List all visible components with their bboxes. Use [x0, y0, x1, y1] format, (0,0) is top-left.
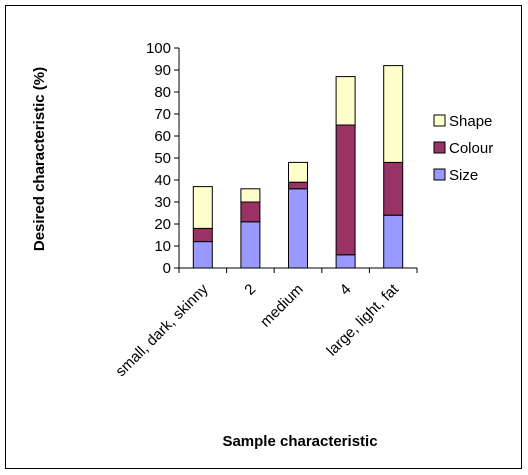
- y-tick-label: 20: [154, 216, 171, 233]
- bar-size: [240, 221, 261, 269]
- stacked-bar-chart: 0 10 20 30 40 50 60 70 80 90 100 small, dark, skin…: [31, 40, 493, 450]
- bar-shape: [240, 188, 261, 203]
- y-tick-label: 60: [154, 128, 171, 145]
- bar-colour: [383, 161, 404, 216]
- y-tick-label: 10: [154, 238, 171, 255]
- bar-colour: [335, 124, 356, 256]
- bars: [192, 65, 404, 269]
- legend-label: Shape: [449, 113, 492, 130]
- bar-shape: [192, 186, 213, 229]
- x-tick-label: 2: [241, 281, 259, 299]
- y-tick-label: 70: [154, 106, 171, 123]
- x-tick-label: medium: [257, 281, 307, 331]
- y-tick-label: 100: [146, 40, 171, 57]
- x-tick-label: large, light, fat: [323, 280, 402, 359]
- legend-swatch: [433, 141, 446, 154]
- bar-shape: [288, 161, 308, 183]
- y-tick-label: 50: [154, 150, 171, 167]
- bar-size: [383, 214, 404, 269]
- legend-label: Size: [449, 167, 478, 184]
- legend-label: Colour: [449, 140, 493, 157]
- y-tick-label: 40: [154, 172, 171, 189]
- y-tick-label: 30: [154, 194, 171, 211]
- y-axis-title: Desired characteristic (%): [31, 67, 48, 251]
- x-tick-label: 4: [337, 281, 355, 299]
- y-tick-label: 0: [163, 260, 171, 277]
- legend-swatch: [433, 114, 446, 127]
- bar-colour: [240, 201, 261, 223]
- bar-shape: [383, 65, 404, 163]
- y-axis: 0 10 20 30 40 50 60 70 80 90 100: [146, 40, 180, 277]
- y-tick-label: 90: [154, 62, 171, 79]
- bar-colour: [192, 227, 213, 243]
- bar-colour: [288, 181, 308, 190]
- bar-size: [192, 241, 213, 269]
- legend-swatch: [433, 168, 446, 181]
- chart-frame: 0 10 20 30 40 50 60 70 80 90 100 small, dark, skin…: [5, 5, 522, 469]
- legend: Shape Colour Size: [433, 113, 493, 184]
- bar-size: [288, 188, 308, 269]
- y-tick-label: 80: [154, 84, 171, 101]
- x-tick-label: small, dark, skinny: [112, 280, 212, 380]
- bar-size: [335, 254, 356, 269]
- bar-shape: [335, 76, 356, 126]
- x-axis-title: Sample characteristic: [222, 433, 377, 450]
